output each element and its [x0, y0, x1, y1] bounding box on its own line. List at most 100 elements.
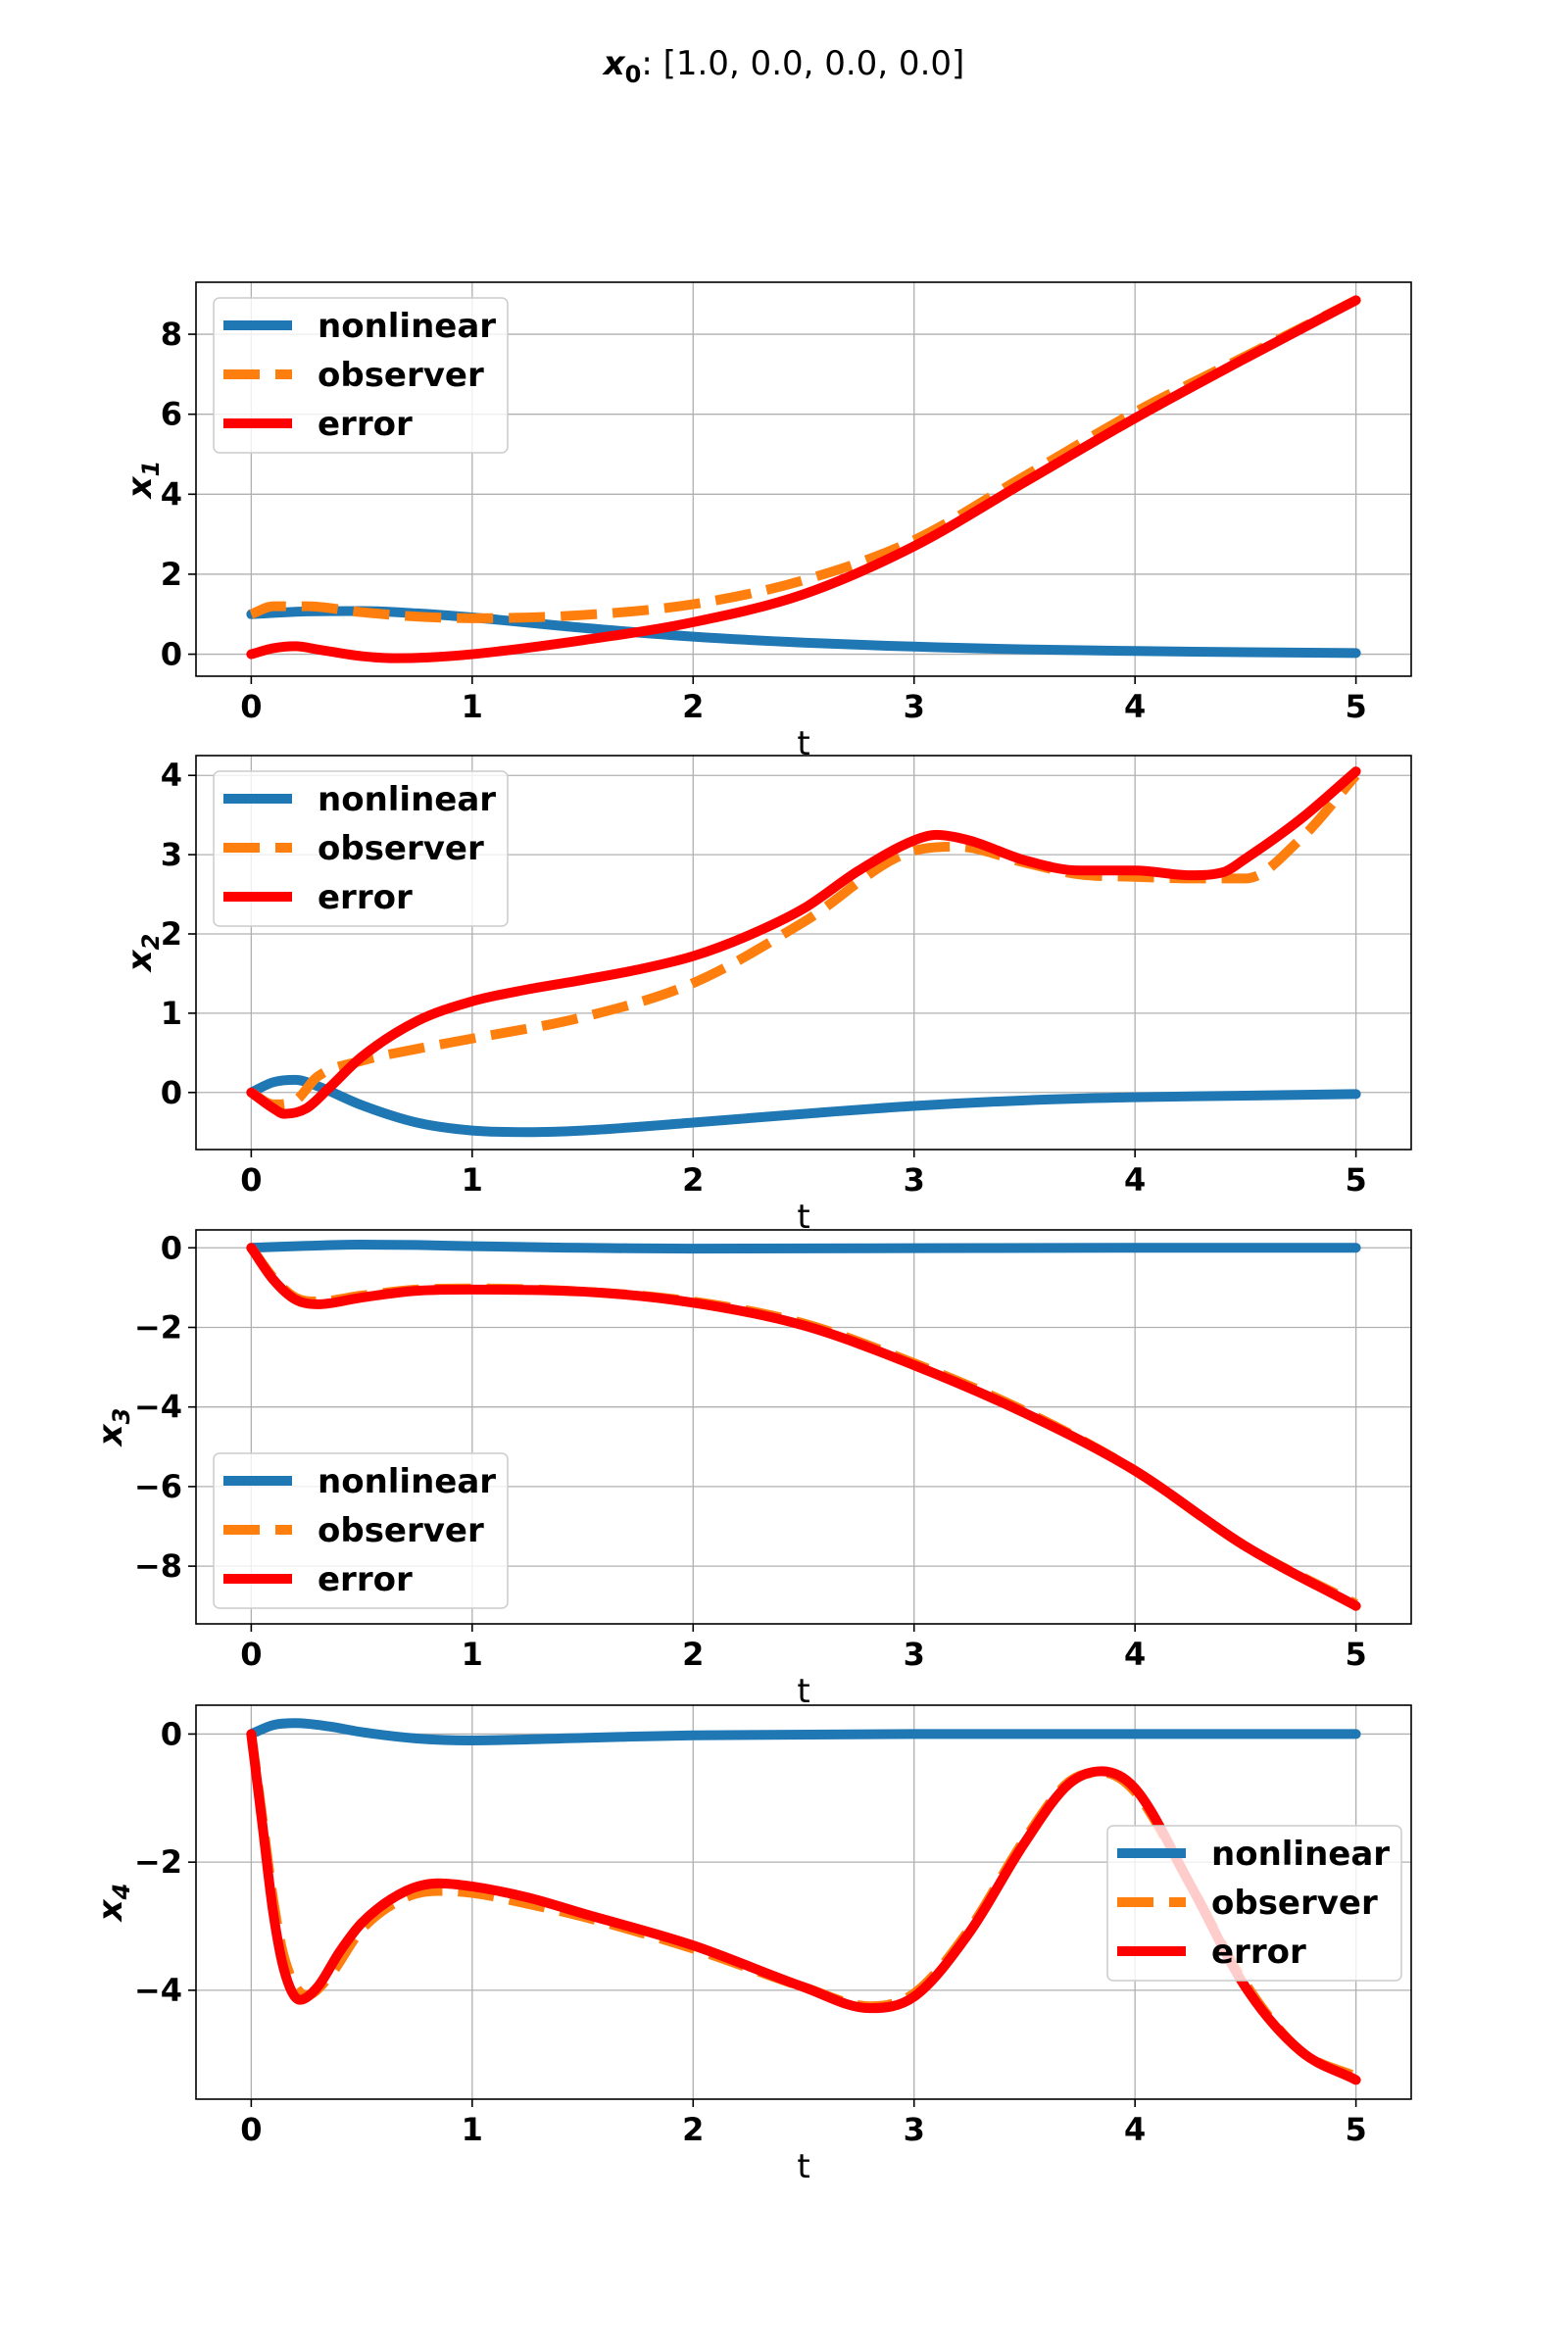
y-tick-label: −4 [134, 1972, 182, 2009]
y-axis-label: x2 [121, 934, 165, 974]
x-tick-label: 1 [462, 1161, 483, 1199]
x-tick-label: 5 [1346, 688, 1367, 725]
x-tick-label: 3 [904, 1161, 925, 1199]
legend-error-label: error [318, 405, 413, 444]
y-tick-label: −4 [134, 1389, 182, 1426]
legend-nonlinear-label: nonlinear [1211, 1835, 1390, 1874]
y-tick-label: 0 [161, 1074, 182, 1111]
legend: nonlinear observer error [1106, 1825, 1402, 1982]
series-error-line [246, 1729, 1361, 2085]
x-axis-label: t [797, 1198, 809, 1237]
x-tick-label: 2 [682, 1636, 704, 1673]
y-axis-label-subscript: 1 [137, 461, 165, 477]
x-tick-label: 4 [1124, 688, 1146, 725]
x-tick-label: 4 [1124, 2111, 1146, 2148]
figure-title: x0: [1.0, 0.0, 0.0, 0.0] [602, 44, 965, 88]
series-error-line [246, 295, 1361, 663]
y-tick-label: −8 [134, 1547, 182, 1585]
legend: nonlinear observer error [213, 770, 509, 927]
y-tick-label: −6 [134, 1468, 182, 1505]
figure-title-subscript: 0 [625, 61, 642, 88]
y-tick-label: 6 [161, 396, 182, 433]
y-axis-label: x1 [121, 461, 165, 501]
legend-box [213, 297, 509, 454]
series-group [246, 1718, 1361, 2085]
legend-box [213, 770, 509, 927]
series-group [246, 766, 1361, 1138]
legend-observer-label: observer [318, 829, 484, 868]
y-axis-label-symbol: x [121, 475, 160, 500]
x-tick-label: 1 [462, 1636, 483, 1673]
axes-frame [195, 281, 1412, 677]
x-axis-label: t [797, 1672, 809, 1711]
series-nonlinear-line [246, 1718, 1361, 1745]
y-axis-label-subscript: 3 [108, 1408, 135, 1425]
figure-title-symbol: x [602, 44, 626, 83]
y-tick-label: 2 [161, 556, 182, 593]
x-axis-label: t [797, 724, 809, 763]
axes-frame [195, 755, 1412, 1151]
x-tick-label: 0 [240, 688, 262, 725]
y-axis-label-subscript: 2 [137, 934, 165, 951]
x-tick-label: 5 [1346, 1636, 1367, 1673]
x-tick-label: 3 [904, 688, 925, 725]
y-axis-label-symbol: x [121, 949, 160, 973]
x-tick-label: 3 [904, 1636, 925, 1673]
x-tick-label: 0 [240, 2111, 262, 2148]
legend-box [213, 1452, 509, 1609]
legend-error-label: error [318, 1560, 413, 1599]
y-axis-label-symbol: x [91, 1423, 130, 1447]
x-tick-label: 4 [1124, 1161, 1146, 1199]
legend-nonlinear-label: nonlinear [318, 307, 496, 346]
series-group [246, 295, 1361, 663]
x-tick-label: 0 [240, 1161, 262, 1199]
y-axis-label-symbol: x [91, 1898, 130, 1923]
axes-frame [195, 1704, 1412, 2100]
y-tick-label: 0 [161, 1715, 182, 1752]
y-tick-label: −2 [134, 1843, 182, 1881]
x-tick-label: 3 [904, 2111, 925, 2148]
legend-observer-label: observer [318, 1511, 484, 1550]
y-tick-label: 3 [161, 836, 182, 873]
legend-error-label: error [318, 878, 413, 917]
x-tick-label: 2 [682, 688, 704, 725]
legend-observer-label: observer [318, 356, 484, 395]
series-observer-line [249, 295, 1358, 623]
legend-nonlinear-label: nonlinear [318, 780, 496, 819]
x-tick-label: 5 [1346, 1161, 1367, 1199]
y-axis-label: x3 [91, 1408, 135, 1448]
legend-observer-label: observer [1211, 1884, 1378, 1923]
series-group [246, 1240, 1361, 1611]
x-tick-label: 2 [682, 1161, 704, 1199]
legend: nonlinear observer error [213, 1452, 509, 1609]
x-tick-label: 5 [1346, 2111, 1367, 2148]
figure-title-rest: : [1.0, 0.0, 0.0, 0.0] [641, 44, 964, 83]
x-tick-label: 1 [462, 688, 483, 725]
y-tick-label: −2 [134, 1308, 182, 1346]
y-tick-label: 2 [161, 915, 182, 953]
y-tick-label: 8 [161, 316, 182, 353]
y-tick-label: 4 [161, 475, 182, 513]
legend-error-label: error [1211, 1933, 1306, 1972]
x-tick-label: 4 [1124, 1636, 1146, 1673]
axes-frame [195, 1229, 1412, 1625]
x-axis-label: t [797, 2147, 809, 2186]
x-tick-label: 2 [682, 2111, 704, 2148]
legend-nonlinear-label: nonlinear [318, 1462, 496, 1501]
series-nonlinear-line [246, 1074, 1361, 1138]
x-tick-label: 1 [462, 2111, 483, 2148]
y-tick-label: 1 [161, 995, 182, 1032]
legend: nonlinear observer error [213, 297, 509, 454]
x-tick-label: 0 [240, 1636, 262, 1673]
y-axis-label-subscript: 4 [108, 1884, 135, 1901]
series-nonlinear-line [246, 1240, 1361, 1254]
y-tick-label: 4 [161, 757, 182, 794]
legend-box [1106, 1825, 1402, 1982]
y-tick-label: 0 [161, 1229, 182, 1266]
